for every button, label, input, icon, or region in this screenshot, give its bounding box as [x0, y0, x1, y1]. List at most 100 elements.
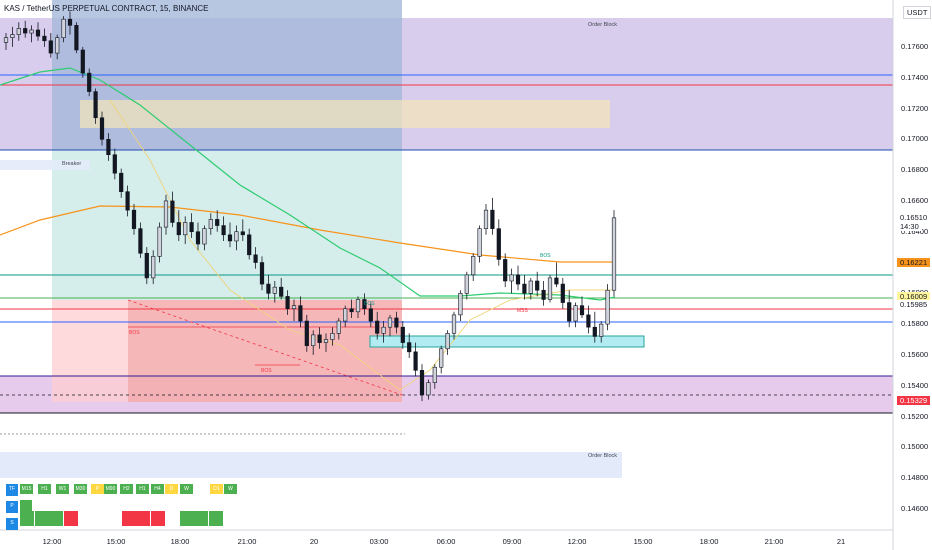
candle	[586, 314, 591, 328]
candle	[93, 91, 98, 119]
candle	[515, 274, 521, 285]
mtf-p-cell	[20, 500, 32, 512]
candle	[195, 231, 201, 245]
candle	[362, 299, 367, 310]
candle	[221, 225, 226, 236]
candle	[16, 28, 21, 35]
price-unit-label[interactable]: USDT	[903, 6, 932, 19]
mtf-tf-cell: M15	[20, 484, 33, 494]
price-tick-label: 0.15800	[901, 319, 929, 329]
candle	[419, 370, 425, 396]
mtf-s-cell	[150, 511, 165, 526]
ema-green	[0, 67, 616, 301]
mss-label: MSS	[517, 308, 528, 314]
candle	[471, 256, 476, 276]
candle	[285, 296, 290, 310]
candle	[483, 209, 489, 229]
candle	[176, 222, 181, 236]
candle	[496, 228, 501, 260]
order-block-label-top: Order Block	[588, 22, 618, 28]
bos-label-2: BOS	[261, 368, 272, 374]
candle	[42, 35, 47, 42]
candle	[426, 382, 431, 396]
candle	[413, 351, 418, 371]
time-tick-label: 18:00	[699, 537, 719, 546]
candle	[189, 222, 194, 233]
time-tick-label: 18:00	[170, 537, 190, 546]
mtf-s-cell	[208, 511, 223, 526]
candle	[112, 154, 117, 174]
candle	[138, 228, 143, 254]
candle	[183, 222, 188, 236]
candle	[48, 40, 53, 54]
mtf-tf-cell: D	[165, 484, 178, 494]
candle	[247, 234, 252, 256]
candle	[55, 37, 60, 54]
price-tick-label: 0.16600	[901, 196, 929, 205]
candle	[400, 326, 405, 343]
price-tick-label: 0.17200	[901, 103, 929, 113]
ema-orange	[0, 205, 615, 263]
candle	[381, 326, 386, 334]
candle	[375, 320, 380, 334]
candle	[304, 320, 309, 346]
candle	[560, 283, 565, 303]
candle	[567, 302, 572, 322]
candle	[144, 252, 149, 279]
price-tick-label: 0.16800	[901, 165, 929, 175]
candle	[259, 262, 265, 285]
candle	[368, 308, 373, 322]
candle	[336, 320, 341, 334]
candle	[80, 49, 85, 74]
mtf-s-cell	[179, 511, 194, 526]
candle	[29, 29, 34, 34]
candle	[157, 226, 162, 257]
time-tick-label: 21:00	[237, 537, 257, 546]
mtf-s-cell	[20, 511, 34, 526]
price-tick-label: 0.14800	[901, 473, 929, 483]
candle	[99, 117, 105, 140]
fvg-zone	[80, 100, 610, 128]
mtf-s-cell	[63, 511, 78, 526]
price-tick-label: 0.17000	[901, 134, 929, 144]
mtf-s-cell	[121, 511, 136, 526]
candle	[106, 139, 111, 156]
candle	[279, 286, 284, 297]
candle	[477, 228, 482, 257]
candle	[311, 334, 316, 346]
candle	[234, 231, 239, 242]
candle	[291, 305, 297, 310]
candle	[535, 280, 540, 291]
time-tick-label: 06:00	[436, 537, 456, 546]
time-tick-label: 15:00	[106, 537, 126, 546]
chart-title: KAS / TetherUS PERPETUAL CONTRACT, 15, B…	[4, 4, 209, 13]
mtf-tf-cell: W	[224, 484, 237, 494]
time-tick-label: 15:00	[633, 537, 653, 546]
mtf-s-cell	[34, 511, 49, 526]
mtf-tf-cell: H2	[120, 484, 133, 494]
candle	[554, 277, 559, 285]
order-block-label-bottom: Order Block	[588, 453, 618, 459]
price-tag: 0.16510	[897, 213, 931, 222]
session-zone-red-dark	[128, 300, 402, 402]
price-tick-label: 0.15000	[901, 442, 929, 452]
candle	[131, 209, 137, 229]
price-tag: 0.16221	[897, 258, 931, 267]
time-tick-label: 09:00	[502, 537, 522, 546]
candle	[343, 308, 348, 322]
price-tick-label: 0.17600	[901, 42, 929, 51]
candle	[215, 219, 220, 226]
breaker-zone	[369, 335, 645, 348]
candle	[3, 37, 9, 43]
candle	[266, 283, 271, 294]
candle	[227, 234, 233, 242]
mtf-row-label: S	[6, 518, 18, 530]
candle	[323, 339, 329, 343]
price-tag: 14:30	[897, 222, 922, 231]
candle	[394, 317, 399, 328]
candle	[151, 256, 156, 279]
candle	[599, 323, 604, 337]
candle	[407, 342, 412, 353]
